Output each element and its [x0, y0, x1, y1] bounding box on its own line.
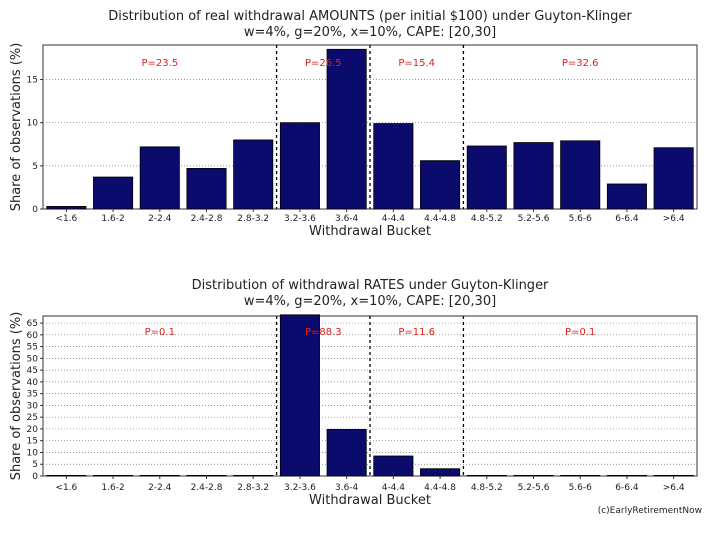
probability-annotation: P=15.4 [398, 58, 435, 69]
y-axis-label: Share of observations (%) [9, 43, 24, 212]
chart-title: Distribution of withdrawal RATES under G… [192, 278, 549, 293]
x-tick-label: 4.8-5.2 [471, 214, 503, 224]
x-tick-label: <1.6 [55, 214, 77, 224]
probability-annotation: P=23.5 [141, 58, 178, 69]
bar-2.8-3.2 [233, 474, 274, 477]
bar-4-4.4 [373, 455, 414, 477]
bar-3.6-4 [326, 48, 367, 210]
probability-annotation: P=0.1 [145, 327, 175, 338]
bar-5.2-5.6 [513, 142, 554, 210]
probability-annotation: P=26.5 [305, 58, 342, 69]
x-tick-label: 4.8-5.2 [471, 483, 503, 493]
x-tick-label: 4-4.4 [382, 483, 406, 493]
probability-annotation: P=32.6 [562, 58, 599, 69]
bar-5.6-6 [560, 474, 601, 477]
bar-4.4-4.8 [420, 468, 461, 477]
x-tick-label: >6.4 [663, 214, 685, 224]
x-tick-label: 6-6.4 [615, 483, 639, 493]
bar-6-6.4 [606, 183, 647, 210]
y-tick-label: 45 [27, 366, 38, 376]
bar-6-6.4 [606, 474, 647, 477]
y-tick-label: 10 [27, 448, 39, 458]
x-axis-label: Withdrawal Bucket [309, 224, 431, 239]
y-tick-label: 25 [27, 413, 38, 423]
x-tick-label: 3.6-4 [335, 214, 359, 224]
x-tick-label: 5.6-6 [569, 483, 593, 493]
y-tick-label: 10 [27, 119, 39, 129]
y-axis-label: Share of observations (%) [9, 312, 24, 481]
copyright-credit: (c)EarlyRetirementNow [598, 506, 702, 516]
x-tick-label: 2.4-2.8 [191, 214, 223, 224]
y-tick-label: 50 [27, 354, 39, 364]
chart-title: Distribution of real withdrawal AMOUNTS … [108, 9, 632, 24]
y-tick-label: 55 [27, 343, 38, 353]
bar-4.4-4.8 [420, 160, 461, 210]
x-tick-label: 5.2-5.6 [518, 483, 550, 493]
y-tick-label: 15 [27, 76, 38, 86]
x-tick-label: 2.4-2.8 [191, 483, 223, 493]
bar-1.6-2 [93, 176, 134, 210]
x-tick-label: 3.2-3.6 [284, 214, 316, 224]
bar-<1.6 [46, 474, 87, 477]
chart-subtitle: w=4%, g=20%, x=10%, CAPE: [20,30] [244, 294, 496, 309]
bar->6.4 [653, 474, 694, 477]
bar-2-2.4 [139, 146, 180, 210]
x-axis-label: Withdrawal Bucket [309, 493, 431, 508]
x-tick-label: 4.4-4.8 [424, 214, 456, 224]
y-tick-label: 0 [32, 205, 38, 215]
x-tick-label: 5.6-6 [569, 214, 593, 224]
y-tick-label: 40 [27, 378, 39, 388]
bar-4-4.4 [373, 123, 414, 210]
bar-2-2.4 [139, 474, 180, 477]
bar-2.4-2.8 [186, 168, 227, 210]
x-tick-label: 4-4.4 [382, 214, 406, 224]
bar-4.8-5.2 [466, 474, 507, 477]
y-tick-label: 0 [32, 472, 38, 482]
bar-5.6-6 [560, 140, 601, 210]
x-tick-label: >6.4 [663, 483, 685, 493]
x-tick-label: <1.6 [55, 483, 77, 493]
amounts-chart: Distribution of real withdrawal AMOUNTS … [9, 9, 698, 239]
probability-annotation: P=11.6 [398, 327, 435, 338]
bar-1.6-2 [93, 474, 134, 477]
y-tick-label: 60 [27, 331, 39, 341]
bar-2.8-3.2 [233, 139, 274, 210]
bar-<1.6 [46, 206, 87, 210]
bar-3.2-3.6 [279, 314, 320, 477]
y-tick-label: 15 [27, 437, 38, 447]
bar->6.4 [653, 147, 694, 210]
x-tick-label: 4.4-4.8 [424, 483, 456, 493]
bar-5.2-5.6 [513, 474, 554, 477]
y-tick-label: 30 [27, 401, 39, 411]
x-tick-label: 3.6-4 [335, 483, 359, 493]
x-tick-label: 6-6.4 [615, 214, 639, 224]
x-tick-label: 2-2.4 [148, 483, 172, 493]
x-tick-label: 2-2.4 [148, 214, 172, 224]
x-tick-label: 1.6-2 [101, 483, 124, 493]
y-tick-label: 5 [32, 162, 38, 172]
x-tick-label: 1.6-2 [101, 214, 124, 224]
probability-annotation: P=0.1 [565, 327, 595, 338]
x-tick-label: 5.2-5.6 [518, 214, 550, 224]
y-tick-label: 20 [27, 425, 39, 435]
x-tick-label: 2.8-3.2 [237, 214, 269, 224]
probability-annotation: P=88.3 [305, 327, 342, 338]
bar-3.6-4 [326, 429, 367, 477]
y-tick-label: 5 [32, 460, 38, 470]
bar-4.8-5.2 [466, 145, 507, 210]
chart-subtitle: w=4%, g=20%, x=10%, CAPE: [20,30] [244, 25, 496, 40]
y-tick-label: 65 [27, 319, 38, 329]
x-tick-label: 3.2-3.6 [284, 483, 316, 493]
bar-2.4-2.8 [186, 474, 227, 477]
bar-3.2-3.6 [279, 122, 320, 210]
x-tick-label: 2.8-3.2 [237, 483, 269, 493]
rates-chart: Distribution of withdrawal RATES under G… [9, 278, 698, 508]
y-tick-label: 35 [27, 390, 38, 400]
